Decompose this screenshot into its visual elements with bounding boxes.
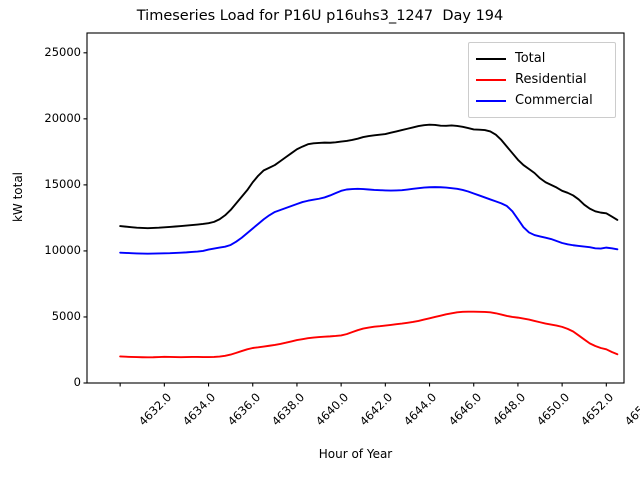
legend-item-total[interactable]: Total — [476, 48, 608, 69]
axes-spines — [86, 32, 625, 384]
axes-frame — [86, 32, 625, 384]
y-tick-label: 5000 — [51, 308, 81, 323]
legend-swatch-commercial-icon — [476, 99, 506, 102]
legend-label: Total — [515, 51, 546, 66]
series-line-commercial — [119, 186, 619, 255]
y-axis-label: kW total — [11, 171, 25, 223]
legend-label: Residential — [515, 72, 587, 87]
y-tick-label: 25000 — [44, 44, 81, 59]
y-tick-label: 0 — [73, 375, 81, 389]
legend-item-residential[interactable]: Residential — [476, 69, 608, 90]
legend-swatch-total-icon — [476, 57, 506, 60]
y-tick-label: 20000 — [44, 110, 81, 125]
legend-label: Commercial — [515, 93, 593, 108]
legend: Total Residential Commercial — [468, 42, 616, 118]
series-line-total — [119, 123, 619, 230]
legend-item-commercial[interactable]: Commercial — [476, 90, 608, 111]
data-lines — [119, 123, 619, 359]
y-tick-label: 10000 — [44, 242, 81, 257]
chart-title: Timeseries Load for P16U p16uhs3_1247 Da… — [136, 8, 504, 24]
legend-swatch-residential-icon — [476, 78, 506, 81]
tick-marks — [83, 52, 607, 387]
y-tick-label: 15000 — [44, 176, 81, 191]
x-axis-label: Hour of Year — [318, 447, 393, 461]
series-line-residential — [119, 310, 619, 359]
